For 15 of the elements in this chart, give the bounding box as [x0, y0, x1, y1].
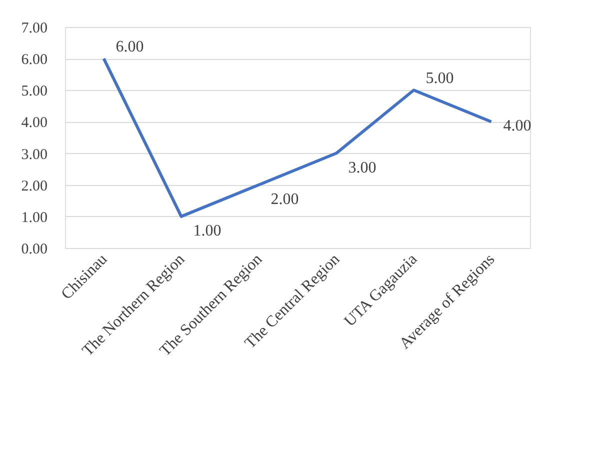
- data-label: 5.00: [426, 70, 454, 88]
- data-label: 4.00: [503, 118, 532, 135]
- data-label: 2.00: [270, 190, 299, 208]
- y-tick-label: 0.00: [21, 242, 48, 258]
- data-label: 1.00: [193, 222, 222, 240]
- y-tick-label: 1.00: [21, 210, 48, 226]
- y-tick-label: 5.00: [21, 84, 48, 100]
- data-label: 3.00: [348, 159, 376, 176]
- y-tick-label: 7.00: [21, 20, 48, 36]
- y-tick-label: 2.00: [21, 178, 48, 194]
- data-label: 6.00: [116, 38, 144, 56]
- y-tick-label: 3.00: [21, 146, 48, 163]
- y-tick-label: 4.00: [21, 115, 48, 132]
- line-series: [102, 57, 493, 218]
- y-tick-label: 6.00: [21, 52, 48, 68]
